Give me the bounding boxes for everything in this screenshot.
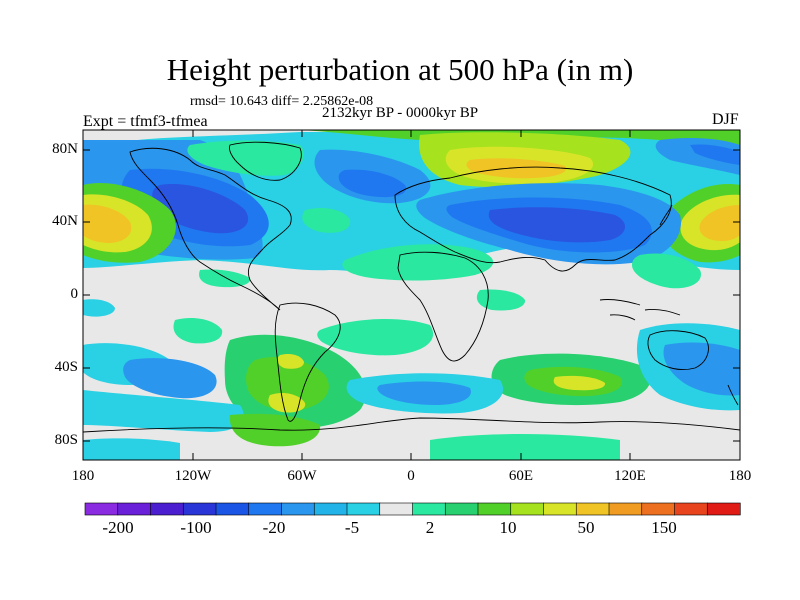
colorbar-swatch xyxy=(346,502,381,516)
colorbar-label: -200 xyxy=(102,518,134,537)
greenland-green xyxy=(187,140,305,176)
ne-corner-dark xyxy=(690,144,740,165)
colorbar-swatch xyxy=(674,502,708,516)
coast-north-america xyxy=(129,147,292,311)
colorbar-swatch xyxy=(313,502,348,516)
eurasia-low-core xyxy=(488,207,626,243)
colorbar-swatch xyxy=(150,502,184,516)
colorbar-swatch xyxy=(706,502,741,516)
lat-label-80s: 80S xyxy=(54,432,78,448)
antarctic-green xyxy=(430,434,620,460)
coast-africa xyxy=(397,251,489,362)
lat-label-40n: 40N xyxy=(52,213,78,229)
lon-label-180e: 180 xyxy=(728,468,752,484)
colorbar-swatch xyxy=(117,502,152,516)
colorbar-swatch xyxy=(215,502,250,516)
colorbar-swatch xyxy=(444,502,479,516)
lat-ticks xyxy=(83,149,740,442)
colorbar-swatch xyxy=(608,502,643,516)
colorbar-swatch xyxy=(510,502,545,516)
antarctic-cyan-west xyxy=(83,438,180,460)
sh-east-blue xyxy=(663,342,740,396)
colorbar-swatch xyxy=(248,502,283,516)
colorbar-swatch xyxy=(543,502,577,516)
lat-label-80n: 80N xyxy=(52,141,78,157)
colorbar-swatch xyxy=(477,502,512,516)
colorbar-label: 2 xyxy=(425,518,435,537)
lat-label-0: 0 xyxy=(70,286,79,302)
lon-label-120e: 120E xyxy=(614,468,646,484)
colorbar-swatch xyxy=(412,502,446,516)
arctic-green xyxy=(300,130,740,170)
so-cyan-west xyxy=(83,390,244,432)
season-label: DJF xyxy=(712,111,739,128)
colorbar-label: 10 xyxy=(499,518,517,537)
s-atlantic-green xyxy=(317,318,434,356)
sh-green-patch xyxy=(173,318,223,344)
colorbar-swatch xyxy=(575,502,610,516)
contour-field xyxy=(83,130,740,460)
colorbar-swatch xyxy=(84,502,119,516)
natl-low-core xyxy=(338,169,407,198)
coast-australia xyxy=(647,330,709,371)
lon-label-120w: 120W xyxy=(174,468,212,484)
w-atlantic-green xyxy=(302,208,351,233)
gulf-green xyxy=(199,269,251,288)
colorbar-label: 150 xyxy=(651,518,677,537)
so-blue-central xyxy=(377,381,471,405)
coast-indonesia xyxy=(599,299,681,321)
colorbar-swatch xyxy=(641,502,676,516)
coast-eurasia xyxy=(394,166,672,272)
npac-high-right-core xyxy=(699,205,740,241)
experiment-label: Expt = tfmf3-tfmea xyxy=(83,113,208,130)
coast-antarctica xyxy=(83,417,740,433)
lon-label-60e: 60E xyxy=(508,468,534,484)
stats-text: rmsd= 10.643 diff= 2.25862e-08 xyxy=(190,94,374,109)
trop-atlantic-green xyxy=(342,244,494,281)
sa-high-core xyxy=(268,392,306,413)
colorbar-label: 50 xyxy=(577,518,595,537)
siberia-high-core xyxy=(466,158,567,179)
colorbar-label: -100 xyxy=(180,518,212,537)
npac-high-core xyxy=(83,204,132,243)
lon-label-60w: 60W xyxy=(287,468,317,484)
colorbar-swatch xyxy=(182,502,217,516)
sa-high-core2 xyxy=(277,353,304,369)
sh-pacific-blue xyxy=(123,358,217,399)
page-title: Height perturbation at 500 hPa (in m) xyxy=(166,52,634,87)
coast-greenland xyxy=(229,141,302,181)
period-text: 2132kyr BP - 0000kyr BP xyxy=(322,105,479,121)
lon-label-0: 0 xyxy=(407,468,415,484)
lon-ticks xyxy=(192,130,631,460)
coast-south-america xyxy=(274,302,341,422)
sa-high-mid xyxy=(246,356,329,411)
lat-label-40s: 40S xyxy=(54,359,78,375)
colorbar-swatch xyxy=(281,502,315,516)
coastlines xyxy=(83,141,740,433)
eq-pacific-cyan xyxy=(83,299,115,317)
coast-islands xyxy=(659,204,739,406)
sind-high-core xyxy=(553,375,606,391)
lon-label-180w: 180 xyxy=(71,468,95,484)
colorbar-label: -5 xyxy=(344,518,360,537)
wpac-green xyxy=(632,253,701,289)
colorbar-label: -20 xyxy=(262,518,286,537)
africa-green xyxy=(476,289,526,311)
colorbar-swatch xyxy=(379,502,414,516)
colorbar xyxy=(84,502,741,516)
